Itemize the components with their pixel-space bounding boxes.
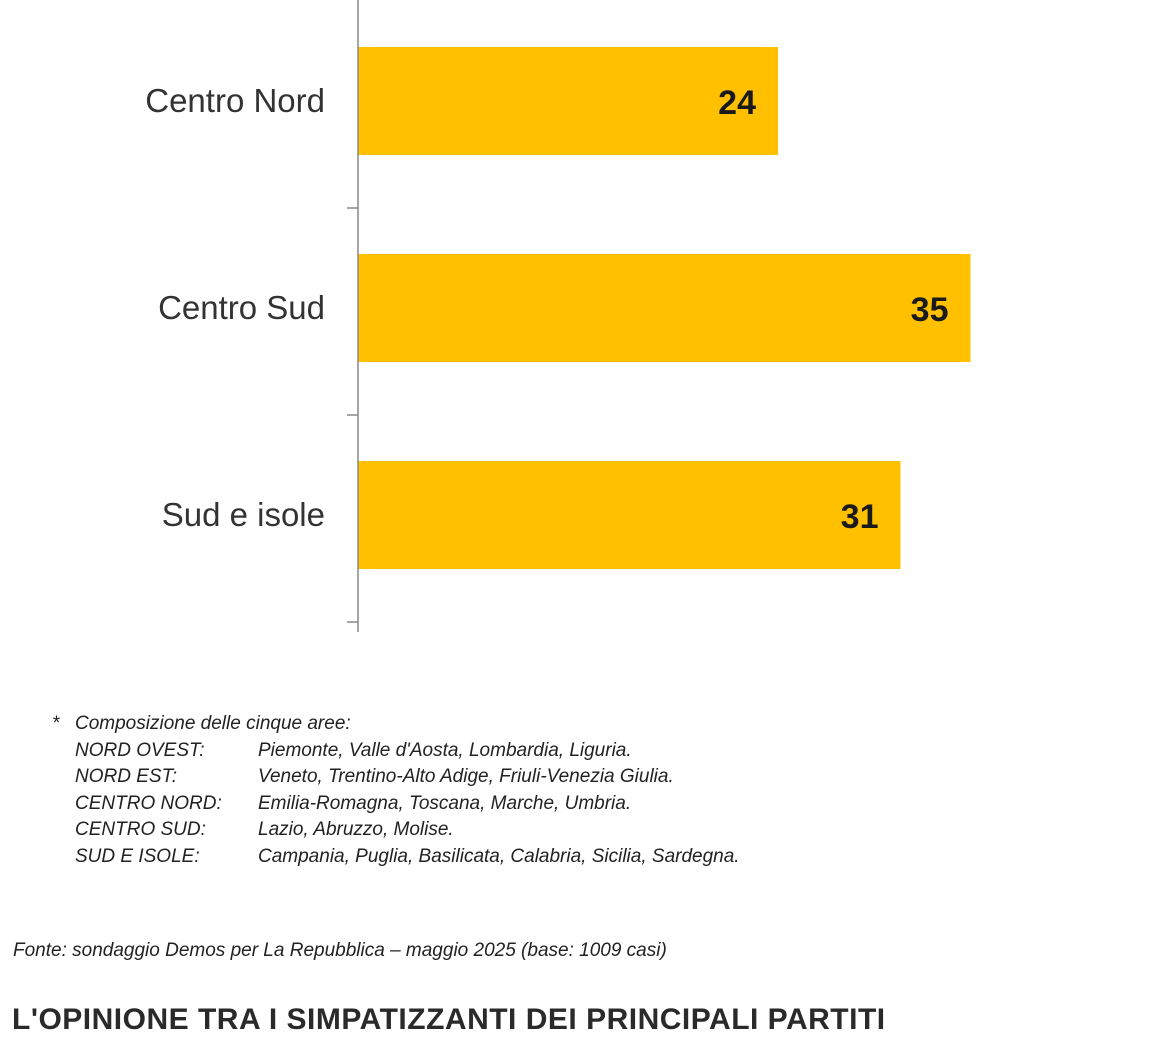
value-label: 35 (911, 291, 949, 329)
area-name: CENTRO SUD: (75, 819, 206, 840)
footnote-row: CENTRO NORD: Emilia-Romagna, Toscana, Mar… (75, 791, 631, 818)
category-label: Centro Sud (158, 289, 325, 326)
category-label: Sud e isole (162, 496, 325, 533)
source-note: Fonte: sondaggio Demos per La Repubblica… (13, 940, 667, 961)
area-name: CENTRO NORD: (75, 792, 222, 814)
section-heading: L'OPINIONE TRA I SIMPATIZZANTI DEI PRINC… (12, 1003, 886, 1036)
footnote-asterisk: * (52, 713, 60, 734)
bar (358, 461, 901, 569)
area-regions: Veneto, Trentino-Alto Adige, Friuli-Vene… (258, 766, 674, 787)
area-name: NORD OVEST: (75, 739, 205, 761)
value-label: 24 (718, 84, 756, 122)
bar (358, 47, 778, 155)
footnote-row: NORD EST: Veneto, Trentino-Alto Adige, Fr… (75, 764, 674, 791)
bar-chart: Centro Nord Centro Sud Sud e isole 24 35 31 (145, 0, 971, 632)
category-label: Centro Nord (145, 82, 325, 119)
area-name: SUD E ISOLE: (75, 845, 200, 867)
footnote-row: CENTRO SUD: Lazio, Abruzzo, Molise. (75, 817, 454, 844)
area-name: NORD EST: (75, 766, 178, 787)
area-regions: Emilia-Romagna, Toscana, Marche, Umbria. (258, 792, 632, 814)
area-regions: Campania, Puglia, Basilicata, Calabria, … (258, 845, 740, 867)
footnote-row: NORD OVEST: Piemonte, Valle d'Aosta, Lomb… (75, 738, 632, 765)
footnote-row: SUD E ISOLE: Campania, Puglia, Basilicata… (75, 844, 740, 871)
footnote-intro: Composizione delle cinque aree: (75, 713, 351, 734)
bar (358, 254, 971, 362)
area-regions: Piemonte, Valle d'Aosta, Lombardia, Ligu… (258, 739, 632, 761)
value-label: 31 (841, 498, 879, 536)
area-regions: Lazio, Abruzzo, Molise. (258, 819, 454, 840)
